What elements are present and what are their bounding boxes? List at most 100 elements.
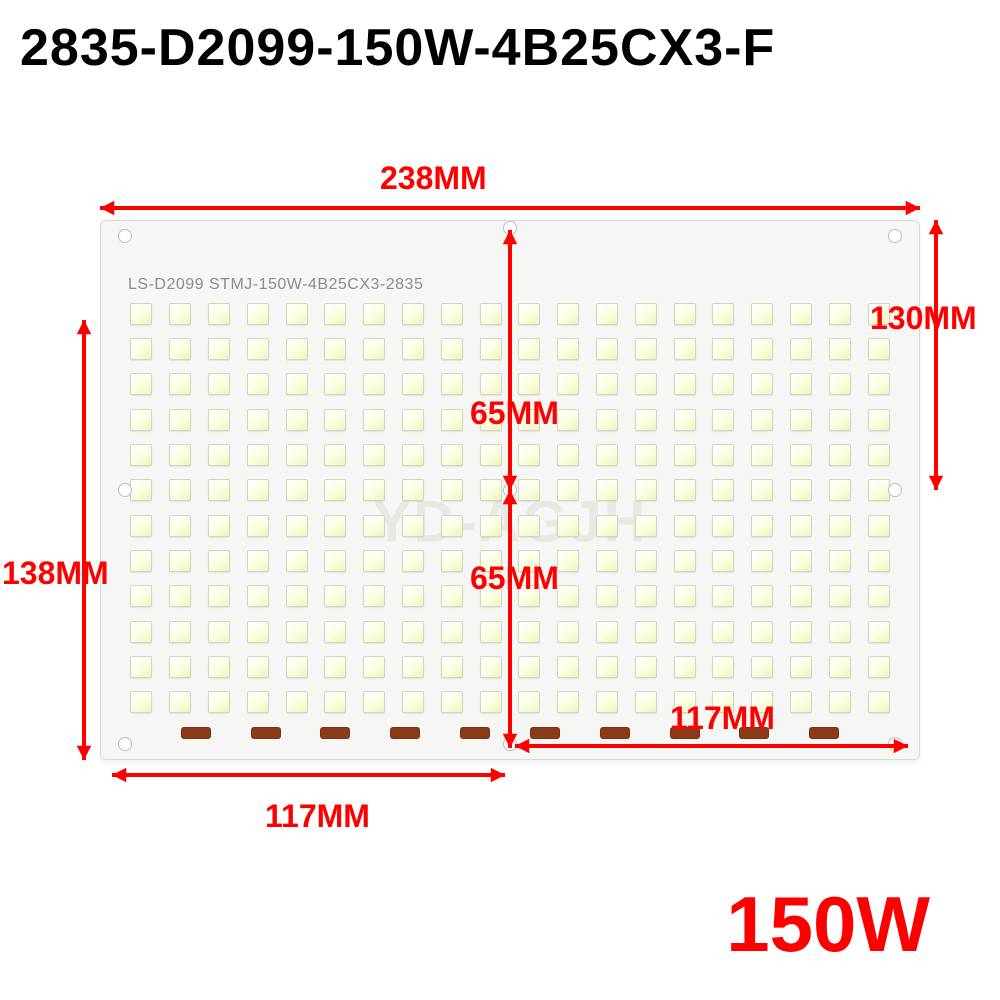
led-chip: [363, 338, 385, 360]
led-chip: [130, 338, 152, 360]
led-chip: [868, 479, 890, 501]
led-chip: [363, 373, 385, 395]
mounting-hole: [118, 483, 132, 497]
led-chip: [130, 621, 152, 643]
led-chip: [635, 338, 657, 360]
led-chip: [635, 444, 657, 466]
led-chip: [363, 691, 385, 713]
led-chip: [868, 338, 890, 360]
led-chip: [130, 585, 152, 607]
led-chip: [829, 691, 851, 713]
resistor: [182, 728, 210, 738]
resistor: [810, 728, 838, 738]
led-chip: [596, 656, 618, 678]
led-chip: [557, 656, 579, 678]
led-chip: [363, 585, 385, 607]
led-chip: [130, 373, 152, 395]
led-chip: [324, 515, 346, 537]
led-chip: [286, 691, 308, 713]
led-chip: [635, 373, 657, 395]
led-chip: [169, 444, 191, 466]
led-chip: [596, 515, 618, 537]
led-chip: [247, 550, 269, 572]
led-chip: [169, 338, 191, 360]
led-chip: [402, 338, 424, 360]
led-chip: [596, 303, 618, 325]
led-chip: [286, 373, 308, 395]
led-chip: [247, 691, 269, 713]
led-chip: [130, 303, 152, 325]
led-chip: [247, 656, 269, 678]
led-chip: [208, 373, 230, 395]
led-chip: [829, 621, 851, 643]
led-chip: [596, 691, 618, 713]
led-chip: [557, 303, 579, 325]
led-chip: [790, 479, 812, 501]
led-chip: [169, 691, 191, 713]
led-chip: [596, 550, 618, 572]
mounting-hole: [503, 221, 517, 235]
led-chip: [829, 515, 851, 537]
led-chip: [441, 585, 463, 607]
led-chip: [402, 515, 424, 537]
led-chip: [751, 479, 773, 501]
led-chip: [363, 621, 385, 643]
led-chip: [635, 585, 657, 607]
led-chip: [402, 621, 424, 643]
led-chip: [712, 621, 734, 643]
dimension-label: 65MM: [470, 395, 559, 432]
led-chip: [790, 585, 812, 607]
led-chip: [635, 691, 657, 713]
led-chip: [402, 373, 424, 395]
led-chip: [635, 656, 657, 678]
led-chip: [518, 338, 540, 360]
led-chip: [635, 409, 657, 431]
mounting-hole: [503, 483, 517, 497]
led-chip: [286, 515, 308, 537]
led-chip: [208, 691, 230, 713]
led-chip: [130, 479, 152, 501]
resistor: [252, 728, 280, 738]
led-chip: [441, 373, 463, 395]
led-chip: [751, 338, 773, 360]
led-chip: [441, 409, 463, 431]
led-chip: [441, 621, 463, 643]
led-chip: [480, 444, 502, 466]
resistor: [531, 728, 559, 738]
led-chip: [363, 656, 385, 678]
led-chip: [868, 373, 890, 395]
led-chip: [324, 656, 346, 678]
led-chip: [169, 550, 191, 572]
led-chip: [441, 444, 463, 466]
led-chip: [247, 621, 269, 643]
led-chip: [324, 444, 346, 466]
led-chip: [674, 338, 696, 360]
led-chip: [674, 373, 696, 395]
led-chip: [635, 479, 657, 501]
led-chip: [480, 338, 502, 360]
led-chip: [402, 550, 424, 572]
led-chip: [868, 409, 890, 431]
led-chip: [557, 691, 579, 713]
led-chip: [674, 444, 696, 466]
led-chip: [868, 691, 890, 713]
led-chip: [518, 656, 540, 678]
led-chip: [363, 303, 385, 325]
led-chip: [130, 409, 152, 431]
led-chip: [751, 409, 773, 431]
led-chip: [712, 444, 734, 466]
led-chip: [208, 515, 230, 537]
led-chip: [712, 515, 734, 537]
led-chip: [868, 444, 890, 466]
led-chip: [286, 479, 308, 501]
led-chip: [557, 338, 579, 360]
led-chip: [790, 303, 812, 325]
dimension-label: 138MM: [2, 555, 109, 592]
led-chip: [247, 303, 269, 325]
led-chip: [286, 621, 308, 643]
led-chip: [790, 444, 812, 466]
diagram-stage: 2835-D2099-150W-4B25CX3-F LS-D2099 STMJ-…: [0, 0, 1000, 1000]
led-chip: [751, 373, 773, 395]
led-chip: [363, 409, 385, 431]
led-chip: [712, 585, 734, 607]
